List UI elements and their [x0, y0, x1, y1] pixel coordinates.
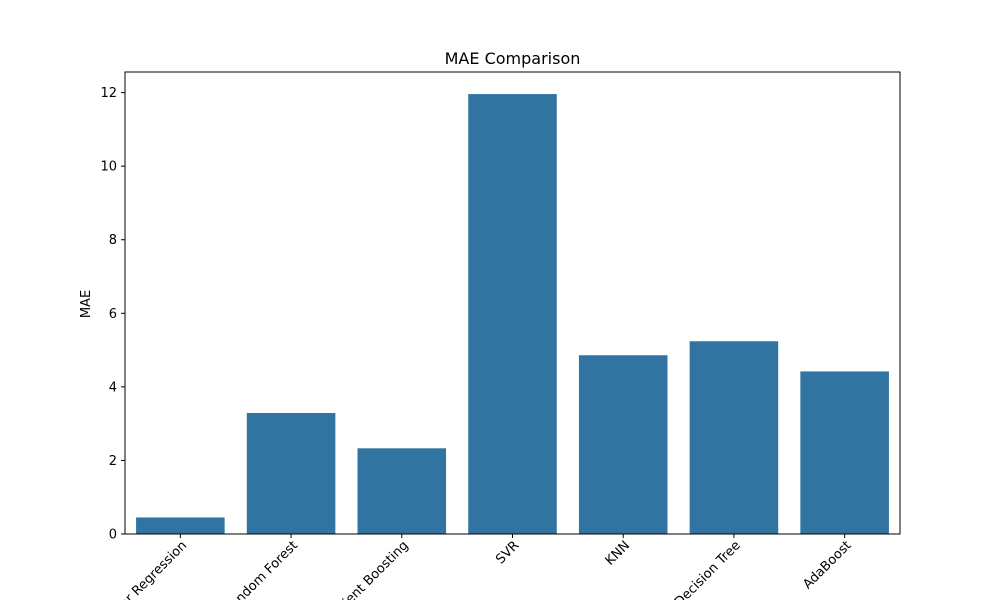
y-tick-label: 4 — [109, 380, 117, 395]
y-tick-label: 8 — [109, 233, 117, 248]
y-tick-label: 12 — [100, 86, 117, 101]
bar — [357, 448, 447, 534]
bar — [578, 355, 668, 534]
bar — [136, 517, 225, 534]
x-tick-label: Linear Regression — [98, 538, 190, 600]
bar — [246, 412, 336, 534]
bar — [468, 94, 557, 534]
y-tick-label: 6 — [109, 307, 117, 322]
y-tick-label: 2 — [109, 454, 117, 469]
bar — [800, 371, 889, 534]
x-tick-label: KNN — [603, 538, 633, 568]
y-axis-label: MAE — [79, 290, 94, 318]
y-tick-label: 10 — [100, 160, 117, 175]
x-tick-label: Gradient Boosting — [318, 538, 412, 600]
y-tick-label: 0 — [109, 528, 117, 543]
x-tick-label: SVR — [493, 538, 522, 567]
x-tick-label: AdaBoost — [800, 538, 854, 592]
x-tick-label: Random Forest — [221, 538, 301, 600]
chart-title: MAE Comparison — [445, 49, 581, 68]
bar — [689, 341, 779, 534]
x-tick-label: Decision Tree — [672, 538, 744, 600]
